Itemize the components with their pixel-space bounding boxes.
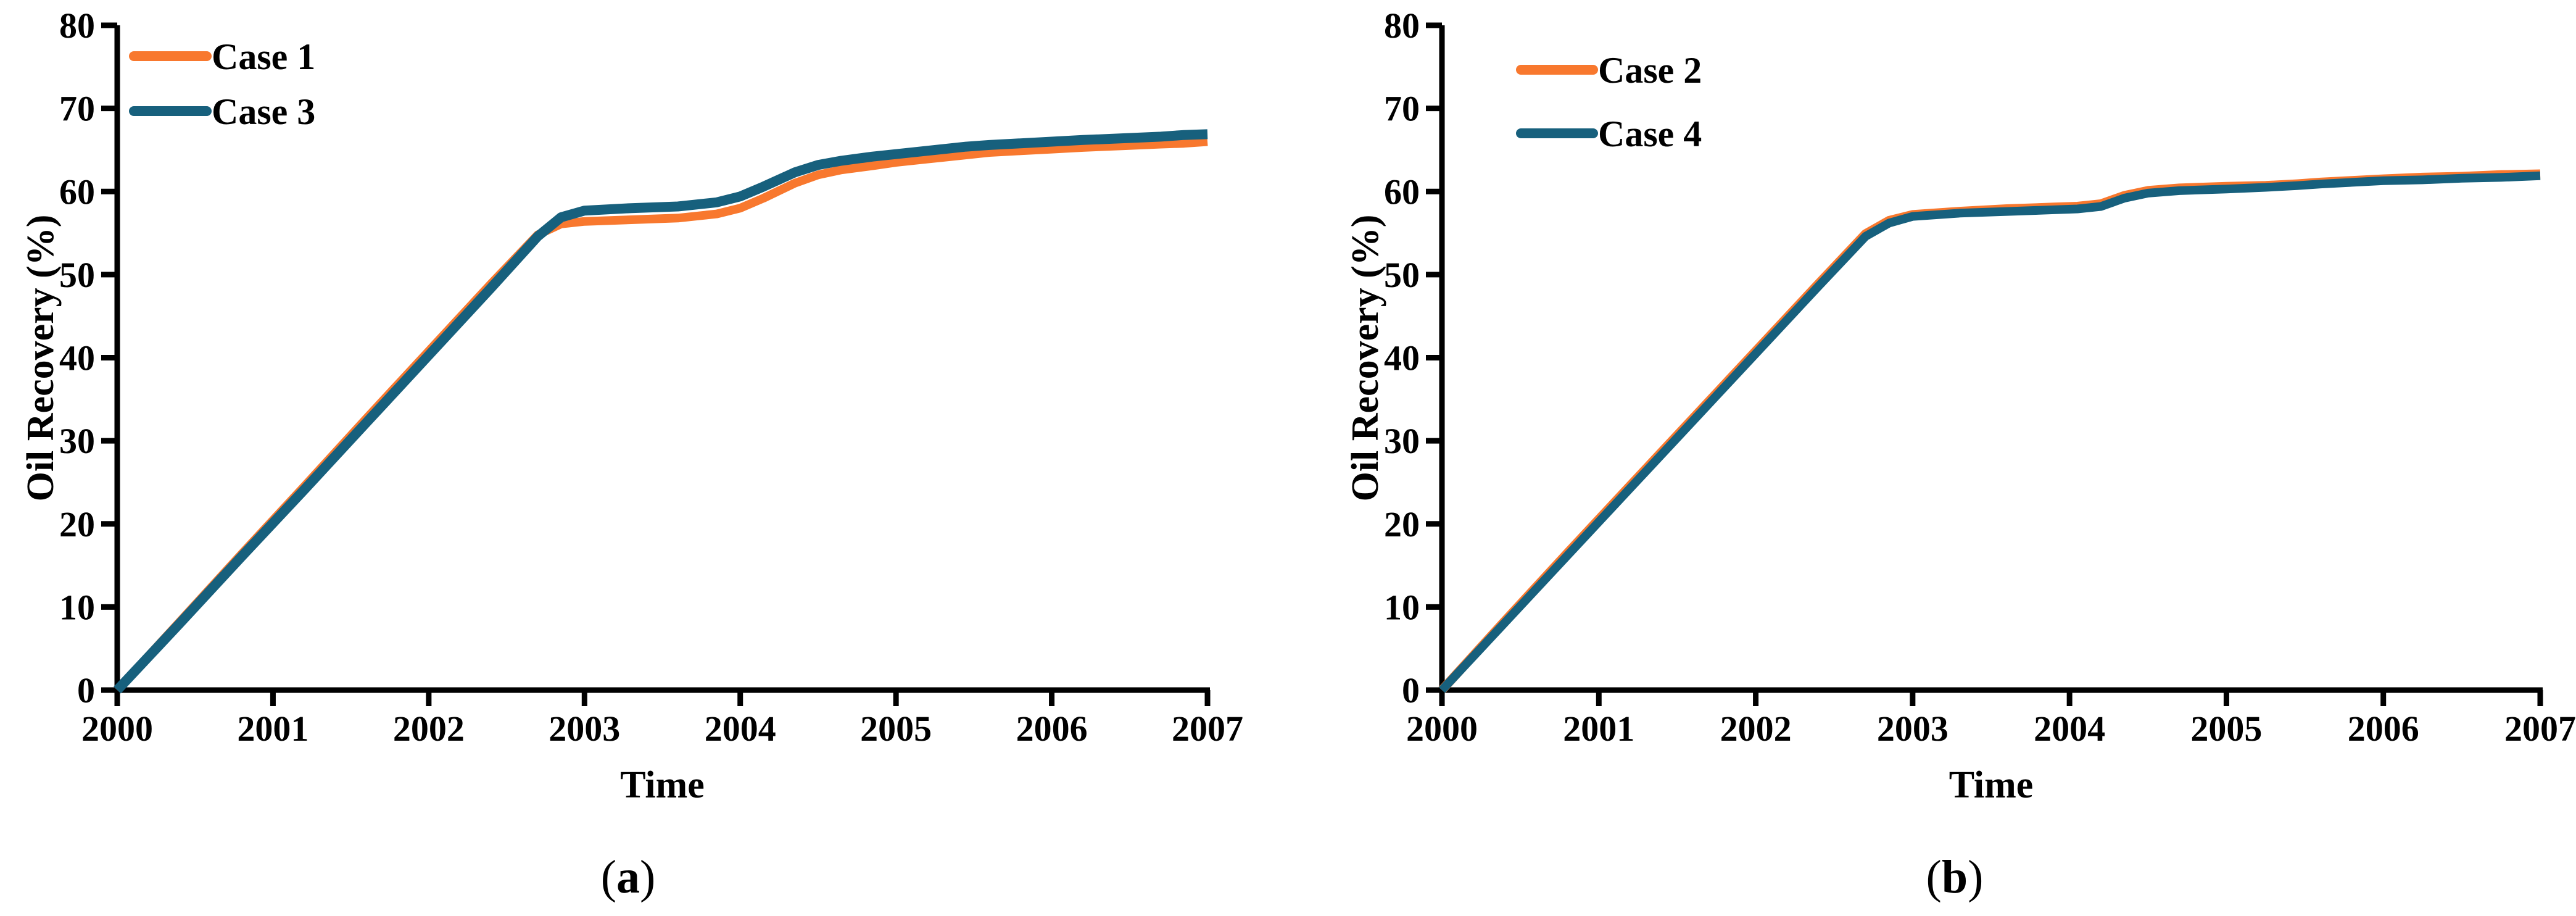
y-tick-label: 50 [1384, 255, 1420, 295]
y-tick-label: 0 [1402, 670, 1420, 710]
caption-a-open-paren: ( [600, 851, 616, 903]
y-axis-title: Oil Recovery (%) [20, 215, 62, 502]
caption-b-letter: b [1941, 851, 1968, 903]
series-line-case-3 [114, 129, 1208, 694]
series-line-case-4 [1438, 171, 2541, 693]
x-axis-title: Time [620, 764, 705, 806]
x-tick-label: 2003 [1877, 709, 1949, 749]
x-tick-label: 2004 [705, 709, 776, 749]
legend-label-case-3: Case 3 [212, 91, 315, 132]
caption-b: (b) [1926, 851, 1984, 903]
y-tick-label: 40 [59, 338, 95, 378]
y-tick-label: 10 [1384, 587, 1420, 627]
chart-panel-a: 2000 2001 2002 2003 2004 2005 2006 2007 0 10 20 30 4… [20, 6, 1243, 806]
legend-label-case-2: Case 2 [1598, 50, 1702, 91]
legend-label-case-1: Case 1 [212, 36, 315, 77]
y-tick-label: 20 [59, 504, 95, 544]
x-tick-label: 2003 [549, 709, 620, 749]
chart-panel-b: 2000 2001 2002 2003 2004 2005 2006 2007 0 10 20 30 4… [1344, 6, 2576, 806]
caption-b-close-paren: ) [1968, 851, 1984, 903]
y-axis-title: Oil Recovery (%) [1344, 215, 1386, 502]
x-tick-label: 2007 [2504, 709, 2576, 749]
series-line-case-2 [1438, 169, 2541, 694]
y-tick-label: 60 [59, 172, 95, 212]
caption-a-close-paren: ) [640, 851, 656, 903]
legend-label-case-4: Case 4 [1598, 114, 1702, 154]
y-tick-label: 60 [1384, 172, 1420, 212]
series-line-case-1 [114, 137, 1208, 693]
x-tick-label: 2002 [393, 709, 465, 749]
x-tick-label: 2001 [237, 709, 309, 749]
y-tick-label: 70 [59, 89, 95, 129]
x-tick-label: 2000 [81, 709, 153, 749]
x-tick-label: 2005 [860, 709, 932, 749]
x-tick-label: 2000 [1406, 709, 1478, 749]
y-tick-label: 80 [1384, 6, 1420, 46]
y-tick-label: 10 [59, 587, 95, 627]
x-tick-label: 2004 [2034, 709, 2105, 749]
y-tick-label: 0 [77, 670, 95, 710]
y-tick-label: 50 [59, 255, 95, 295]
x-tick-label: 2006 [2348, 709, 2419, 749]
y-tick-label: 20 [1384, 504, 1420, 544]
x-tick-label: 2005 [2190, 709, 2262, 749]
x-tick-label: 2002 [1720, 709, 1792, 749]
caption-a-letter: a [616, 851, 640, 903]
x-axis-title: Time [1949, 764, 2034, 806]
y-tick-label: 70 [1384, 89, 1420, 129]
y-tick-label: 30 [59, 421, 95, 461]
caption-a: (a) [600, 851, 656, 903]
y-tick-label: 30 [1384, 421, 1420, 461]
x-tick-label: 2007 [1172, 709, 1243, 749]
caption-b-open-paren: ( [1926, 851, 1942, 903]
x-tick-label: 2001 [1563, 709, 1634, 749]
y-tick-label: 80 [59, 6, 95, 46]
y-tick-label: 40 [1384, 338, 1420, 378]
x-tick-label: 2006 [1016, 709, 1088, 749]
